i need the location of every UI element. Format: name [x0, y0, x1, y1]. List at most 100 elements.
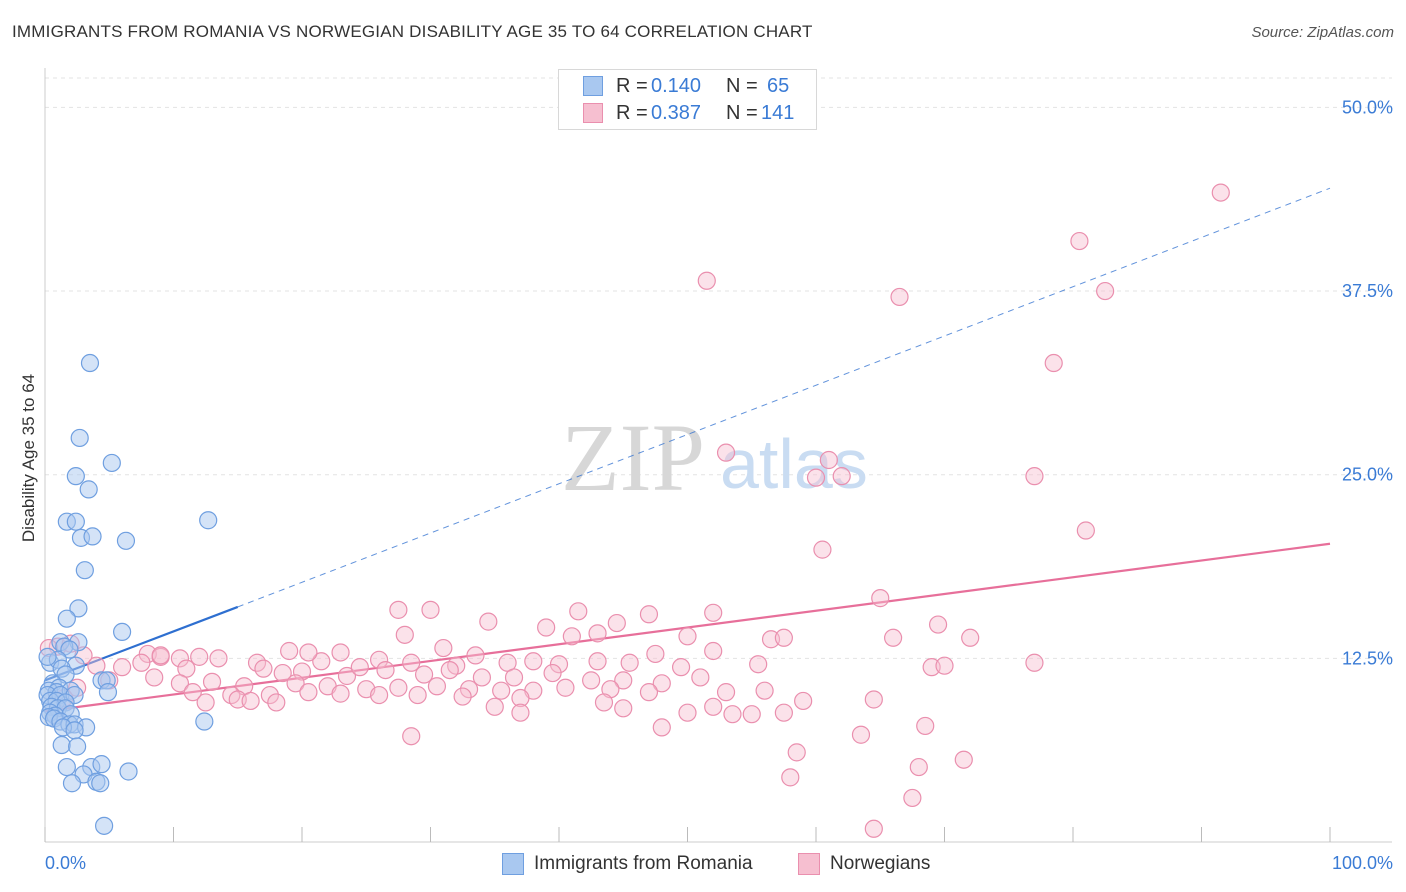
y-axis-label: Disability Age 35 to 64 — [19, 374, 38, 542]
data-point-norwegians — [511, 688, 530, 708]
data-point-romania — [75, 561, 94, 580]
data-point-norwegians — [190, 647, 209, 666]
data-point-norwegians — [652, 674, 671, 693]
data-point-norwegians — [543, 663, 562, 683]
legend-swatch-pink — [583, 103, 603, 123]
data-point-romania — [102, 453, 121, 473]
data-point-norwegians — [479, 612, 498, 631]
data-point-norwegians — [916, 716, 935, 736]
data-point-romania — [92, 755, 111, 774]
data-point-romania — [60, 640, 79, 659]
data-point-norwegians — [588, 652, 607, 671]
data-point-norwegians — [151, 646, 170, 665]
data-point-norwegians — [639, 683, 659, 702]
data-point-norwegians — [582, 671, 601, 690]
data-point-norwegians — [646, 644, 665, 664]
bottom-legend-swatch-blue — [502, 853, 524, 875]
data-point-norwegians — [639, 605, 659, 624]
data-point-norwegians — [961, 628, 980, 647]
data-point-romania — [52, 735, 71, 755]
data-point-norwegians — [614, 671, 633, 690]
data-point-norwegians — [292, 662, 312, 681]
data-point-norwegians — [466, 646, 485, 665]
data-point-norwegians — [402, 653, 421, 672]
data-point-norwegians — [864, 819, 883, 838]
data-point-norwegians — [389, 600, 408, 619]
legend-n-label: N = — [726, 101, 758, 124]
data-point-norwegians — [459, 680, 479, 699]
data-point-norwegians — [1096, 281, 1115, 301]
data-point-romania — [57, 757, 76, 777]
data-point-norwegians — [453, 687, 472, 706]
data-point-norwegians — [312, 652, 331, 671]
legend-n-value: 141 — [761, 101, 795, 124]
data-point-norwegians — [774, 703, 793, 722]
data-point-norwegians — [299, 683, 318, 702]
data-point-romania — [70, 428, 89, 448]
data-point-norwegians — [395, 625, 414, 644]
data-point-romania — [62, 774, 82, 793]
trend-line-romania-extrapolated — [237, 187, 1331, 608]
data-point-norwegians — [376, 660, 395, 680]
data-point-romania — [91, 774, 110, 793]
x-tick-label: 100.0% — [1332, 853, 1393, 873]
data-point-norwegians — [806, 468, 826, 487]
data-point-norwegians — [370, 685, 389, 705]
data-point-romania — [112, 622, 132, 642]
data-point-norwegians — [389, 678, 408, 697]
data-point-norwegians — [170, 674, 190, 693]
data-point-norwegians — [260, 685, 279, 705]
data-point-romania — [65, 721, 84, 740]
data-point-romania — [69, 599, 88, 618]
data-point-romania — [68, 737, 87, 756]
watermark-atlas: atlas — [720, 425, 868, 503]
source-label: Source: ZipAtlas.com — [1251, 24, 1394, 41]
data-point-norwegians — [331, 643, 350, 662]
data-point-romania — [95, 816, 114, 835]
data-point-romania — [119, 762, 138, 781]
data-point-romania — [66, 512, 85, 531]
data-point-norwegians — [871, 589, 890, 608]
data-point-norwegians — [408, 685, 427, 705]
data-point-norwegians — [883, 628, 903, 647]
data-point-norwegians — [112, 658, 132, 677]
data-point-norwegians — [202, 672, 222, 691]
data-point-norwegians — [556, 678, 575, 697]
data-point-norwegians — [909, 757, 928, 777]
data-point-norwegians — [170, 649, 190, 668]
data-point-norwegians — [903, 788, 922, 808]
data-point-norwegians — [749, 655, 768, 674]
data-point-romania — [38, 647, 57, 666]
data-point-norwegians — [1025, 653, 1044, 672]
data-point-norwegians — [781, 768, 800, 787]
y-tick-label: 25.0% — [1342, 465, 1393, 485]
data-point-norwegians — [864, 690, 883, 709]
data-point-norwegians — [414, 665, 434, 684]
y-tick-label: 37.5% — [1342, 281, 1393, 301]
data-point-norwegians — [607, 613, 626, 633]
data-point-norwegians — [280, 641, 299, 661]
legend-n-label: N = — [726, 74, 758, 97]
data-point-norwegians — [402, 727, 421, 746]
data-point-romania — [83, 527, 102, 546]
watermark-zip: ZIP — [561, 404, 705, 511]
data-point-norwegians — [697, 271, 716, 290]
data-point-norwegians — [813, 540, 832, 559]
data-point-norwegians — [890, 287, 909, 307]
data-point-romania — [195, 712, 214, 731]
data-point-norwegians — [716, 683, 736, 702]
data-point-norwegians — [524, 652, 543, 671]
data-point-norwegians — [832, 467, 851, 486]
data-point-norwegians — [704, 603, 723, 622]
data-point-norwegians — [209, 649, 228, 668]
data-point-romania — [66, 467, 85, 486]
legend-r-value: 0.140 — [651, 74, 702, 97]
legend-n-value: 65 — [767, 74, 790, 97]
data-point-norwegians — [1076, 521, 1095, 540]
data-point-norwegians — [794, 691, 813, 711]
data-point-norwegians — [254, 659, 273, 678]
data-point-romania — [57, 609, 76, 628]
data-point-norwegians — [440, 660, 459, 680]
bottom-legend-label: Norwegians — [830, 853, 931, 874]
